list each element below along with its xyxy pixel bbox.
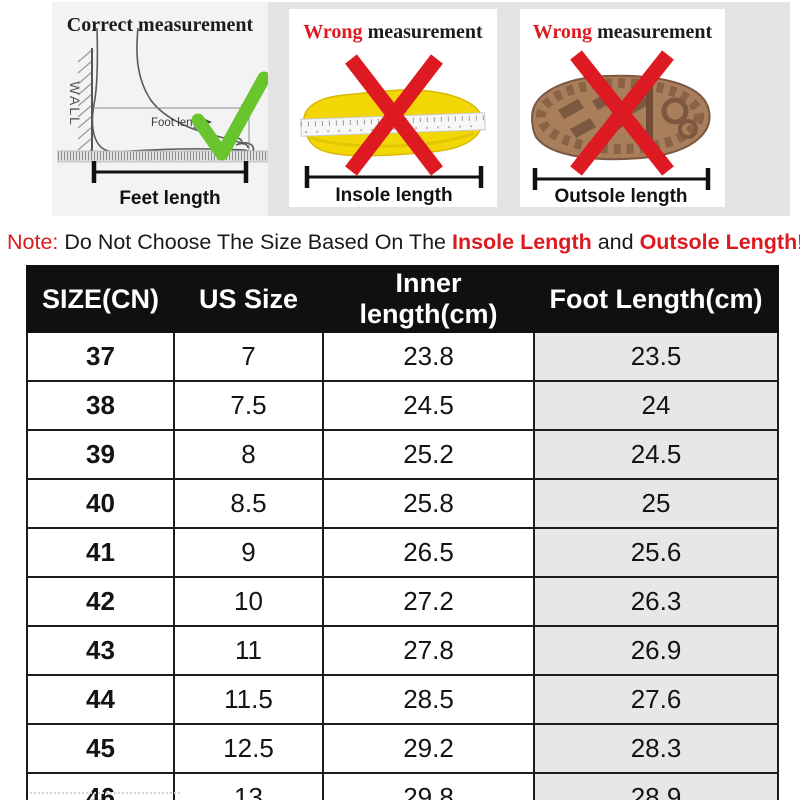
cell-size-cn: 44 — [26, 674, 175, 725]
outsole-diagram: Outsole length — [530, 50, 711, 207]
cell-foot-length: 26.9 — [533, 625, 779, 676]
cell-us-size: 11 — [173, 625, 324, 676]
table-row: 46 13 29.8 28.9 — [26, 772, 779, 800]
foot-measure-diagram: WALL Foot length — [57, 27, 268, 209]
cell-foot-length: 28.9 — [533, 772, 779, 800]
cell-inner-length: 29.2 — [322, 723, 535, 774]
cell-us-size: 9 — [173, 527, 324, 578]
feet-length-label: Feet length — [119, 188, 220, 209]
header-inner-length: Inner length(cm) — [322, 265, 535, 333]
cell-us-size: 7.5 — [173, 380, 324, 431]
measurement-panels: Correct measurement WALL — [0, 0, 800, 218]
panel-title: Wrong measurement — [532, 21, 713, 43]
insole-length-bracket — [304, 166, 484, 188]
cell-us-size: 8.5 — [173, 478, 324, 529]
table-row: 37 7 23.8 23.5 — [26, 331, 779, 382]
cell-foot-length: 26.3 — [533, 576, 779, 627]
cell-size-cn: 43 — [26, 625, 175, 676]
wall-label: WALL — [67, 81, 83, 127]
panel-title: Correct measurement — [66, 14, 254, 36]
table-row: 42 10 27.2 26.3 — [26, 576, 779, 627]
cell-us-size: 12.5 — [173, 723, 324, 774]
insole-diagram: Insole length — [300, 54, 486, 206]
size-chart-table: SIZE(CN) US Size Inner length(cm) Foot L… — [26, 265, 779, 800]
cell-inner-length: 27.2 — [322, 576, 535, 627]
cell-foot-length: 25.6 — [533, 527, 779, 578]
cell-inner-length: 26.5 — [322, 527, 535, 578]
cell-us-size: 13 — [173, 772, 324, 800]
cell-inner-length: 25.8 — [322, 478, 535, 529]
cell-us-size: 8 — [173, 429, 324, 480]
cell-foot-length: 23.5 — [533, 331, 779, 382]
feet-length-bracket — [91, 161, 249, 183]
header-foot-length: Foot Length(cm) — [533, 265, 779, 333]
insole-length-label: Insole length — [335, 185, 452, 206]
panel-wrong-outsole: Wrong measurement — [520, 9, 725, 207]
cell-inner-length: 28.5 — [322, 674, 535, 725]
wall-hatch-icon — [77, 49, 93, 162]
panel-title-accent: Wrong — [532, 21, 593, 43]
cell-us-size: 11.5 — [173, 674, 324, 725]
panel-wrong-insole: Wrong measurement — [289, 9, 497, 207]
cell-size-cn: 45 — [26, 723, 175, 774]
table-row: 40 8.5 25.8 25 — [26, 478, 779, 529]
note-label: Note: — [7, 230, 59, 254]
cell-foot-length: 27.6 — [533, 674, 779, 725]
table-row: 45 12.5 29.2 28.3 — [26, 723, 779, 774]
cell-size-cn: 41 — [26, 527, 175, 578]
note-highlight-outsole: Outsole Length — [639, 230, 798, 254]
cell-inner-length: 25.2 — [322, 429, 535, 480]
table-row: 38 7.5 24.5 24 — [26, 380, 779, 431]
cell-foot-length: 28.3 — [533, 723, 779, 774]
cell-us-size: 7 — [173, 331, 324, 382]
cell-size-cn: 46 — [26, 772, 175, 800]
cell-size-cn: 39 — [26, 429, 175, 480]
cell-inner-length: 24.5 — [322, 380, 535, 431]
heel-circle — [661, 97, 689, 125]
cell-inner-length: 27.8 — [322, 625, 535, 676]
heel-circle — [678, 119, 698, 139]
header-us-size: US Size — [173, 265, 324, 333]
panel-correct-measurement: Correct measurement WALL — [52, 2, 268, 216]
note-line: Note: Do Not Choose The Size Based On Th… — [7, 230, 800, 254]
cell-size-cn: 42 — [26, 576, 175, 627]
cross-icon — [345, 54, 443, 176]
check-icon — [191, 71, 268, 161]
panel-title-accent: Wrong — [303, 21, 363, 43]
watermark-artifact — [30, 792, 180, 794]
table-row: 44 11.5 28.5 27.6 — [26, 674, 779, 725]
insole-shade — [308, 131, 475, 148]
outsole-length-label: Outsole length — [555, 186, 688, 207]
cell-foot-length: 24.5 — [533, 429, 779, 480]
panel-title: Wrong measurement — [303, 21, 483, 43]
table-header-row: SIZE(CN) US Size Inner length(cm) Foot L… — [26, 265, 779, 333]
panel-title-accent: Correct — [66, 14, 134, 36]
note-highlight-insole: Insole Length — [451, 230, 592, 254]
cell-foot-length: 24 — [533, 380, 779, 431]
cell-size-cn: 40 — [26, 478, 175, 529]
cell-size-cn: 37 — [26, 331, 175, 382]
header-size-cn: SIZE(CN) — [26, 265, 175, 333]
cross-icon — [570, 50, 674, 176]
cell-us-size: 10 — [173, 576, 324, 627]
cell-foot-length: 25 — [533, 478, 779, 529]
table-row: 41 9 26.5 25.6 — [26, 527, 779, 578]
cell-size-cn: 38 — [26, 380, 175, 431]
outsole-length-bracket — [532, 168, 711, 190]
cell-inner-length: 29.8 — [322, 772, 535, 800]
cell-inner-length: 23.8 — [322, 331, 535, 382]
table-row: 39 8 25.2 24.5 — [26, 429, 779, 480]
table-row: 43 11 27.8 26.9 — [26, 625, 779, 676]
outsole-lugs — [536, 78, 704, 154]
